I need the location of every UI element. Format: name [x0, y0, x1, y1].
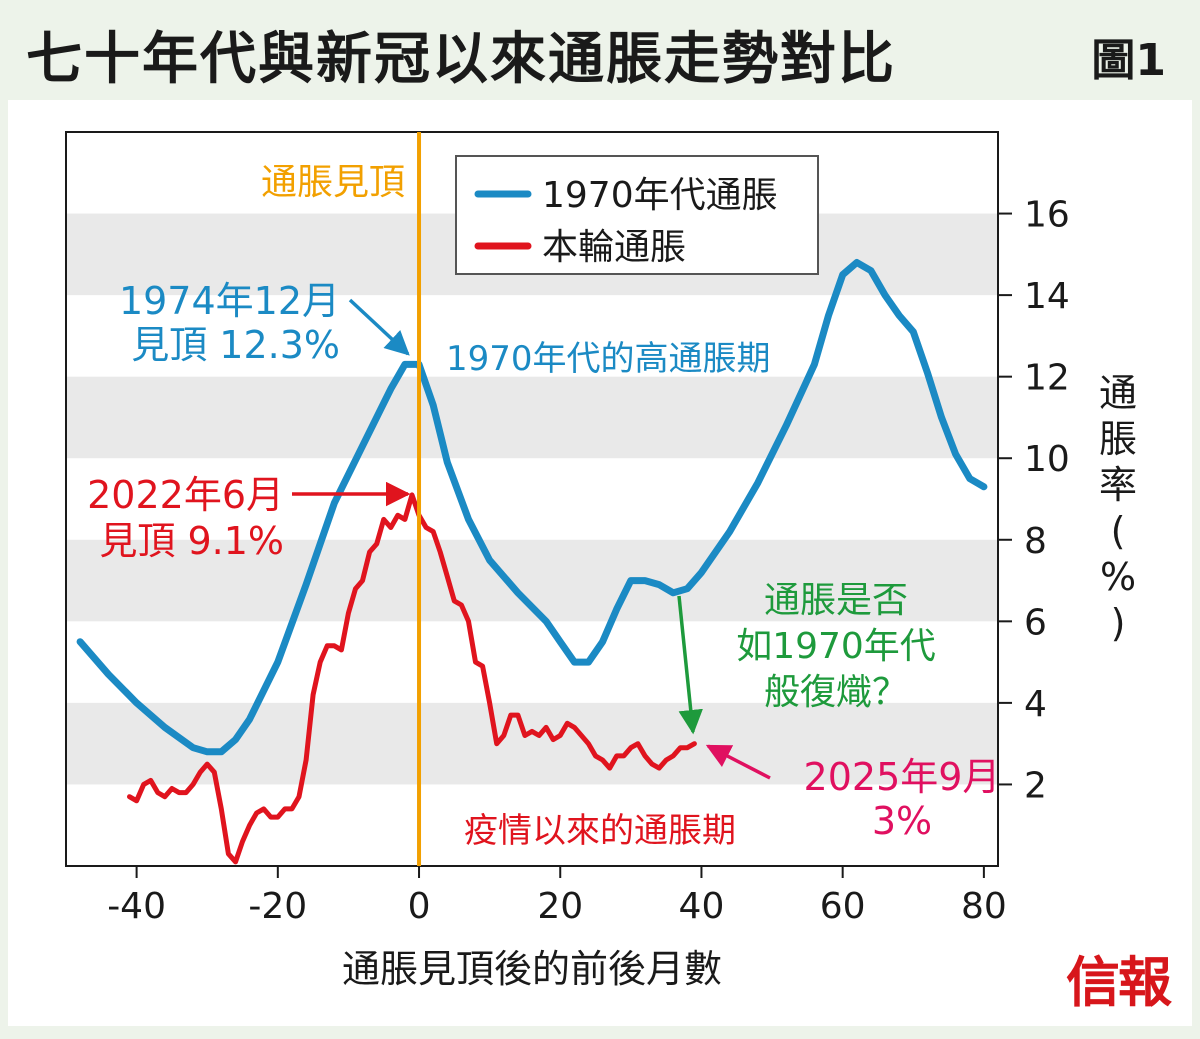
- x-tick-label: 20: [537, 886, 583, 927]
- annotation-peak2022: 2022年6月見頂 9.1%: [87, 473, 284, 563]
- annotation-latest: 2025年9月 3%: [804, 755, 1001, 843]
- annotation-high1970: 1970年代的高通脹期: [446, 339, 771, 379]
- y-tick-label: 6: [1024, 602, 1047, 643]
- grid-band: [66, 376, 998, 459]
- legend-label: 本輪通脹: [542, 227, 686, 268]
- annotation-peak1974: 1974年12月見頂 12.3%: [119, 279, 340, 367]
- y-axis-title: 通脹率(%): [1099, 371, 1137, 645]
- y-tick-label: 16: [1024, 195, 1070, 236]
- arrow-question: [677, 595, 703, 735]
- annotation-question: 通脹是否如1970年代般復熾？: [736, 580, 936, 713]
- arrow-latest: [705, 744, 771, 780]
- x-tick-label: 80: [961, 886, 1007, 927]
- series-line-current: [127, 492, 697, 865]
- legend-box: [455, 155, 819, 275]
- figure-number: 圖1: [1091, 35, 1166, 86]
- x-tick-label: -40: [107, 886, 166, 927]
- y-tick-label: 10: [1024, 439, 1070, 480]
- x-tick-label: 60: [820, 886, 866, 927]
- chart-title: 七十年代與新冠以來通脹走勢對比: [26, 27, 896, 92]
- peak-line-label: 通脹見頂: [261, 162, 405, 203]
- x-tick-label: -20: [248, 886, 307, 927]
- y-tick-label: 12: [1024, 358, 1070, 399]
- y-tick-label: 14: [1024, 276, 1070, 317]
- arrow-1974-peak: [348, 298, 410, 356]
- brand-logo: 信報: [1066, 950, 1172, 1014]
- grid-band: [66, 702, 998, 785]
- y-tick-label: 2: [1024, 765, 1047, 806]
- y-tick-label: 8: [1024, 521, 1047, 562]
- y-tick-label: 4: [1024, 684, 1047, 725]
- x-tick-label: 40: [679, 886, 725, 927]
- legend-label: 1970年代通脹: [542, 175, 778, 216]
- x-tick-label: 0: [408, 886, 431, 927]
- annotation-covid: 疫情以來的通脹期: [464, 811, 736, 851]
- series-line-1970s: [76, 259, 988, 756]
- x-axis-title: 通脹見頂後的前後月數: [342, 947, 722, 991]
- plot-area: [65, 131, 999, 867]
